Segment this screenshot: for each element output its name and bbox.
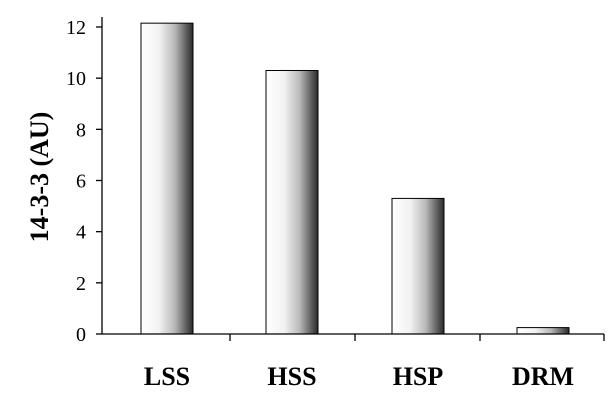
y-tick-label: 8 [76,119,86,141]
y-tick-label: 0 [76,324,86,346]
bar-drm [516,327,570,335]
y-tick-label: 10 [66,68,86,90]
category-label-hss: HSS [267,362,316,391]
category-label-drm: DRM [512,362,574,391]
y-tick-label: 4 [76,222,86,244]
y-tick-label: 2 [76,273,86,295]
y-axis-ticks: 0 2 4 6 8 10 12 [66,17,103,346]
bars [140,22,570,335]
bar-hss [265,69,319,335]
y-tick-label: 6 [76,171,86,193]
bar-lss [140,22,194,335]
x-axis [102,333,605,341]
bar-hsp [391,197,445,335]
y-axis-title: 14-3-3 (AU) [25,112,54,243]
category-labels: LSS HSS HSP DRM [144,362,574,391]
y-tick-label: 12 [66,17,86,39]
category-label-hsp: HSP [393,362,444,391]
category-label-lss: LSS [144,362,190,391]
